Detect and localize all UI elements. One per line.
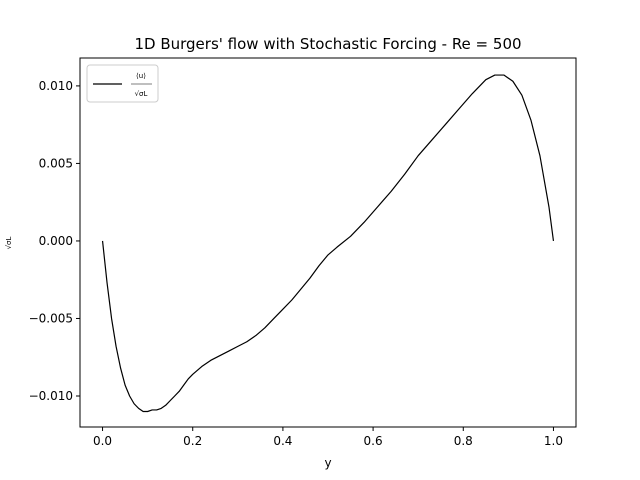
- legend-label-denominator: √σL: [135, 90, 148, 98]
- legend-label-numerator: ⟨u⟩: [136, 72, 146, 80]
- y-tick-label: 0.005: [39, 156, 73, 170]
- legend: ⟨u⟩ √σL: [86, 64, 159, 103]
- y-tick-label: 0.010: [39, 79, 73, 93]
- x-tick-label: 0.0: [93, 434, 112, 448]
- y-axis-label: √σL: [5, 237, 13, 250]
- x-tick-label: 1.0: [544, 434, 563, 448]
- y-axis: 0.010 0.005 0.000 −0.005 −0.010: [29, 79, 80, 403]
- chart-title: 1D Burgers' flow with Stochastic Forcing…: [134, 35, 521, 53]
- x-tick-label: 0.2: [183, 434, 202, 448]
- x-tick-label: 0.4: [273, 434, 292, 448]
- y-tick-label: −0.010: [29, 389, 73, 403]
- axes-frame: [79, 57, 577, 428]
- plot-area: [79, 57, 577, 428]
- y-tick-label: −0.005: [29, 311, 73, 325]
- x-tick-label: 0.6: [364, 434, 383, 448]
- x-axis-label: y: [324, 456, 331, 470]
- x-axis: 0.0 0.2 0.4 0.6 0.8 1.0: [93, 427, 563, 448]
- x-tick-label: 0.8: [454, 434, 473, 448]
- series-layer: [101, 74, 555, 413]
- y-tick-label: 0.000: [39, 234, 73, 248]
- legend-box: [86, 64, 159, 103]
- series-line: [101, 74, 555, 413]
